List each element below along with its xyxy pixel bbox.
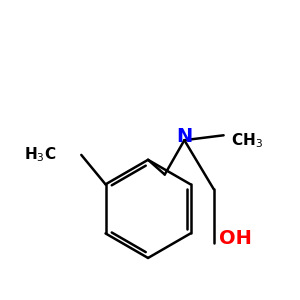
- Text: CH$_3$: CH$_3$: [232, 131, 263, 149]
- Text: H$_3$C: H$_3$C: [24, 146, 57, 164]
- Text: OH: OH: [219, 229, 252, 248]
- Text: N: N: [176, 127, 193, 146]
